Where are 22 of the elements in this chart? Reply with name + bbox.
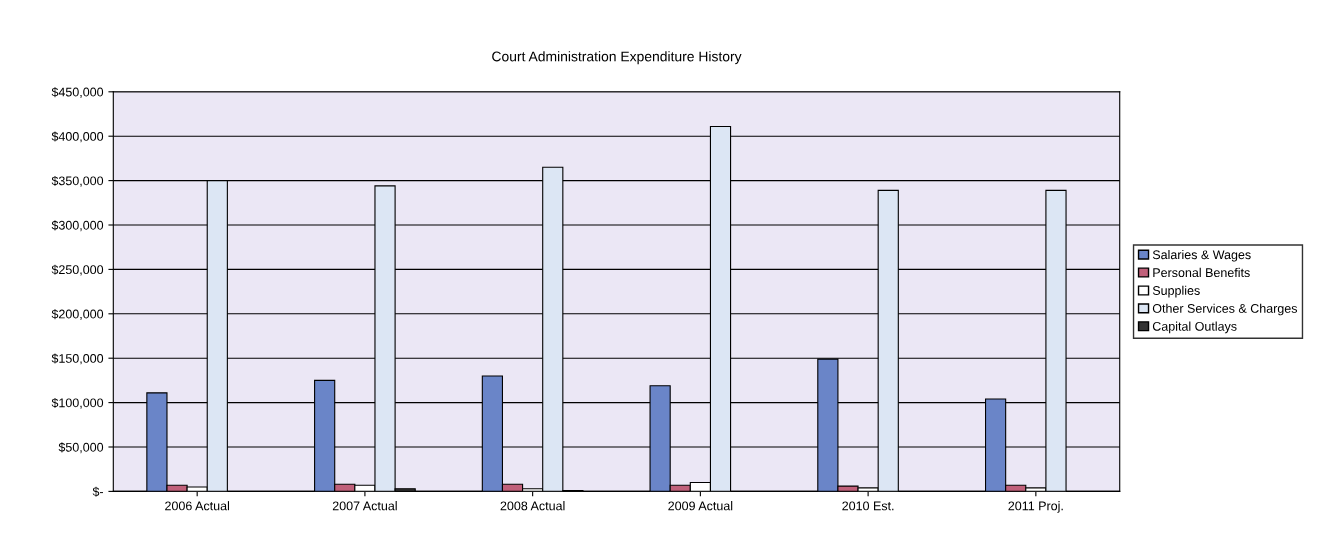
- legend-label: Other Services & Charges: [1152, 303, 1298, 316]
- y-tick-label: $350,000: [51, 175, 104, 187]
- y-tick-label: $200,000: [51, 309, 104, 320]
- x-tick-label: 2007 Actual: [332, 501, 397, 511]
- x-tick-label: 2009 Actual: [668, 501, 733, 511]
- legend-label: Capital Outlays: [1152, 321, 1237, 334]
- x-tick-label: 2011 Proj.: [1008, 501, 1063, 513]
- x-tick-label: 2008 Actual: [500, 501, 565, 511]
- y-tick-label: $-: [92, 486, 104, 497]
- y-tick-label: $400,000: [51, 131, 104, 143]
- x-tick-label: 2010 Est.: [842, 501, 894, 511]
- x-tick-label: 2006 Actual: [165, 501, 230, 511]
- y-tick-label: $450,000: [51, 87, 104, 98]
- y-tick-label: $250,000: [51, 264, 104, 276]
- legend-label: Personal Benefits: [1153, 267, 1250, 278]
- legend-label: Salaries & Wages: [1152, 249, 1251, 262]
- y-tick-label: $300,000: [51, 220, 104, 232]
- y-tick-label: $150,000: [51, 353, 104, 365]
- y-tick-label: $50,000: [58, 442, 104, 454]
- chart-title: Court Administration Expenditure History: [492, 51, 742, 65]
- y-tick-label: $100,000: [51, 397, 104, 409]
- legend-label: Supplies: [1152, 285, 1200, 298]
